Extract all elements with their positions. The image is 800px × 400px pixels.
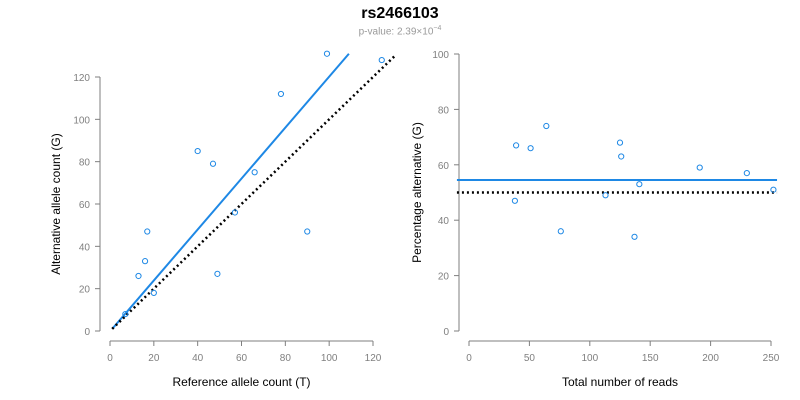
data-point — [513, 142, 520, 149]
reference-line — [111, 54, 396, 330]
y-tick-label: 60 — [79, 200, 91, 211]
data-point — [602, 192, 609, 199]
x-axis-title: Total number of reads — [562, 375, 678, 389]
x-tick-label: 40 — [192, 353, 204, 364]
data-point — [141, 258, 149, 265]
x-tick-label: 120 — [365, 353, 382, 364]
data-point — [696, 164, 703, 171]
data-point — [214, 270, 221, 277]
data-point — [557, 228, 564, 235]
x-tick-label: 60 — [236, 353, 248, 364]
data-point — [304, 228, 311, 235]
p-value-exponent: −4 — [433, 25, 442, 32]
y-tick-label: 100 — [432, 50, 449, 61]
data-point — [122, 310, 129, 318]
data-point — [743, 170, 750, 177]
y-tick-label: 0 — [443, 327, 449, 338]
y-axis-title: Alternative allele count (G) — [49, 133, 63, 274]
y-tick-label: 0 — [84, 327, 90, 338]
p-value-text: p-value: 2.39×10 — [358, 26, 434, 38]
data-point — [770, 186, 777, 193]
data-point — [277, 90, 285, 98]
data-point — [251, 169, 258, 176]
x-tick-label: 150 — [642, 353, 659, 364]
x-tick-label: 100 — [581, 353, 598, 364]
x-tick-label: 50 — [524, 353, 536, 364]
data-point — [543, 122, 550, 130]
plot-panel-left: 0 20 40 60 80 100 120 0 20 40 60 80 100 120 Reference … — [49, 50, 396, 389]
y-tick-label: 60 — [438, 161, 450, 172]
data-point — [323, 50, 331, 57]
y-tick-label: 80 — [438, 105, 450, 116]
x-tick-label: 0 — [466, 353, 472, 364]
data-point — [511, 197, 519, 204]
data-point — [144, 228, 151, 235]
y-tick-label: 120 — [73, 73, 90, 84]
y-tick-label: 40 — [438, 216, 450, 227]
x-tick-label: 80 — [280, 353, 292, 364]
chart-title: rs2466103 — [361, 5, 439, 22]
plot-panel-right: 0 50 100 150 200 250 0 20 40 60 80 100 Total number … — [410, 50, 780, 389]
data-point — [135, 272, 142, 280]
data-point — [618, 153, 625, 160]
y-tick-label: 100 — [73, 115, 90, 126]
y-tick-label: 80 — [79, 158, 91, 169]
x-tick-label: 0 — [107, 353, 113, 364]
chart-subtitle: p-value: 2.39×10−4 — [0, 25, 800, 37]
x-tick-label: 250 — [763, 353, 780, 364]
data-point — [150, 289, 157, 296]
fit-line — [111, 53, 350, 330]
data-point — [378, 56, 385, 64]
x-tick-label: 100 — [321, 353, 338, 364]
data-point — [231, 209, 239, 216]
data-point — [631, 233, 638, 240]
x-tick-label: 20 — [148, 353, 160, 364]
x-tick-label: 200 — [702, 353, 719, 364]
data-point — [527, 145, 534, 152]
data-point — [616, 139, 624, 146]
y-tick-label: 40 — [79, 242, 91, 253]
x-axis-title: Reference allele count (T) — [172, 375, 310, 389]
y-axis-title: Percentage alternative (G) — [410, 122, 424, 263]
y-tick-label: 20 — [438, 272, 450, 283]
data-point — [636, 181, 643, 188]
data-point — [194, 147, 201, 155]
data-point — [209, 160, 217, 167]
y-tick-label: 20 — [79, 285, 91, 296]
